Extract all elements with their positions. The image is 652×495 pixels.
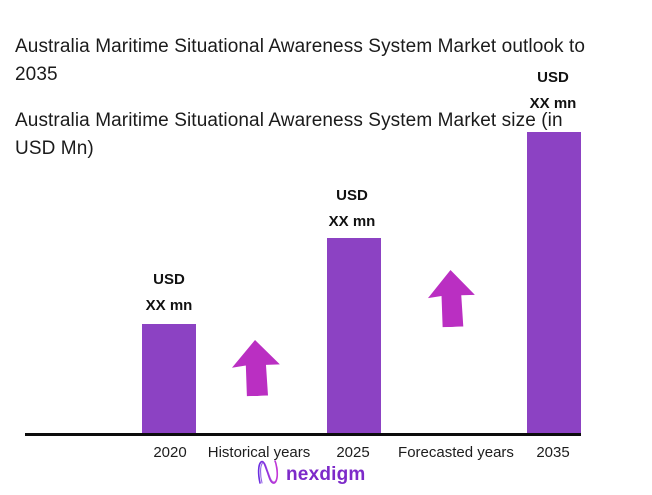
bar-value-line1: USD (153, 271, 185, 288)
bar-value-label-2035: USD XX mn (498, 65, 608, 117)
x-label-2020: 2020 (153, 444, 187, 461)
chart-subtitle: Australia Maritime Situational Awareness… (15, 110, 563, 159)
x-axis-line (25, 433, 581, 436)
bar-2035 (527, 132, 581, 434)
x-label-2025: 2025 (336, 444, 370, 461)
bar-value-line1: USD (537, 69, 569, 86)
bar-value-line2: XX mn (145, 297, 193, 314)
bar-2025 (327, 238, 381, 434)
bar-value-line2: XX mn (529, 95, 577, 112)
bar-value-line2: XX mn (328, 213, 376, 230)
nexdigm-logo: nexdigm (256, 458, 366, 491)
up-arrow-icon-historical (231, 339, 281, 397)
bar-value-line1: USD (336, 187, 368, 204)
x-label-forecasted-years: Forecasted years (398, 444, 514, 461)
up-arrow-icon-forecasted (427, 269, 476, 328)
bar-value-label-2020: USD XX mn (114, 267, 224, 319)
x-label-2035: 2035 (536, 444, 570, 461)
bar-2020 (142, 324, 196, 434)
x-label-historical-years: Historical years (207, 444, 311, 461)
nexdigm-wave-n-icon (256, 458, 282, 491)
nexdigm-logo-text: nexdigm (286, 463, 366, 485)
chart-title: Australia Maritime Situational Awareness… (15, 36, 586, 85)
bar-value-label-2025: USD XX mn (297, 183, 407, 235)
